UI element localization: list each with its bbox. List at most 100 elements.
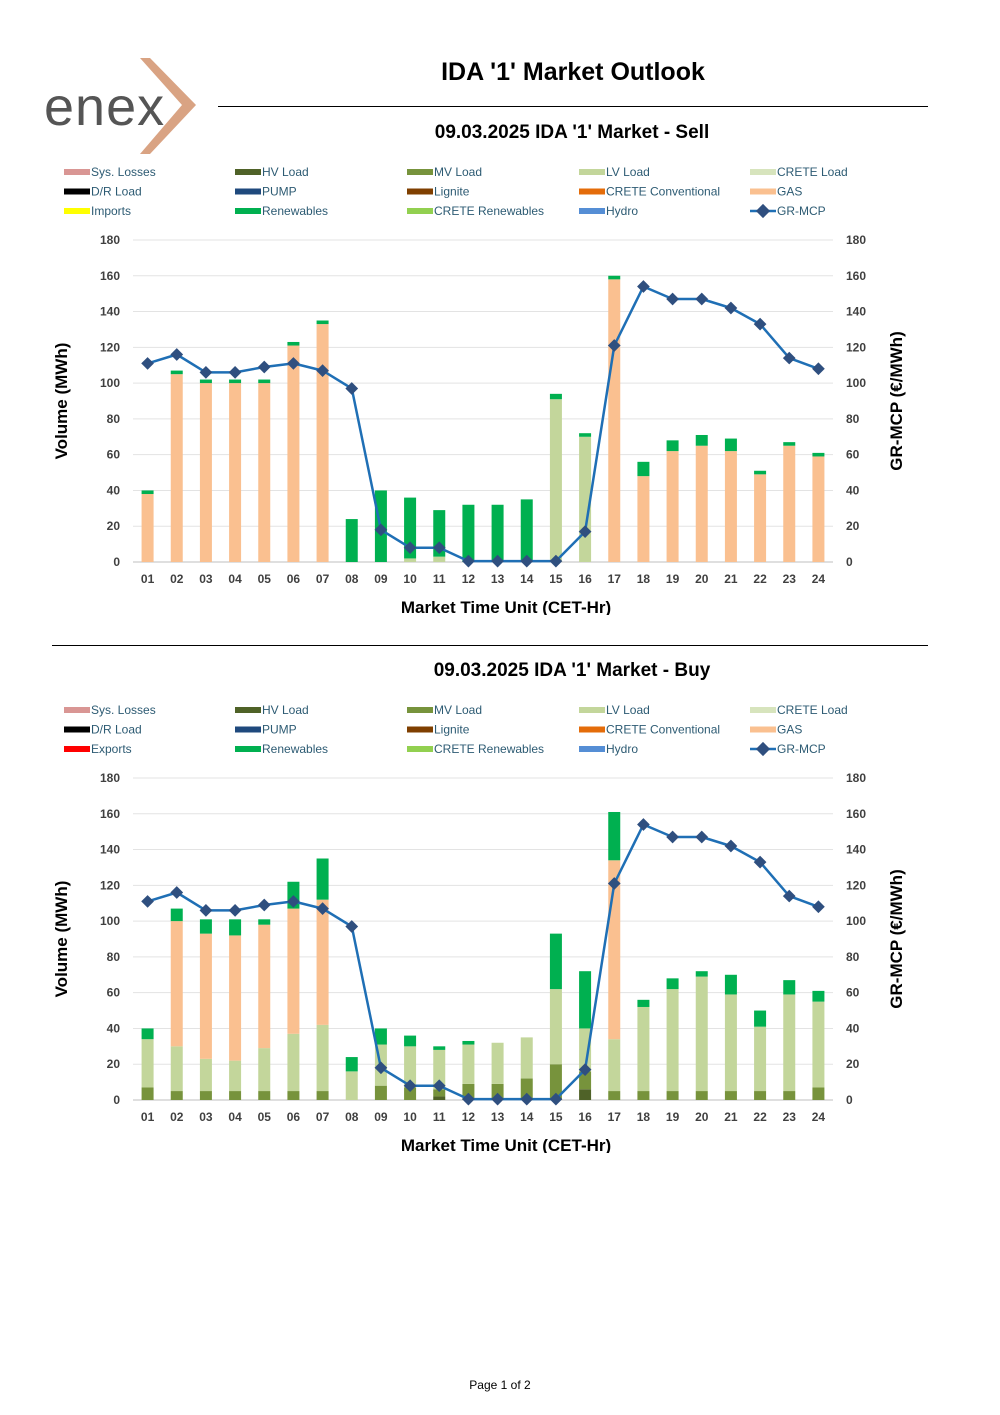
- bar-segment: [462, 504, 475, 562]
- y2-tick-label: 100: [846, 914, 866, 928]
- legend-swatch: [407, 208, 433, 214]
- x-tick-label: 01: [141, 572, 155, 586]
- y-tick-label: 20: [107, 519, 121, 533]
- bar-segment: [754, 470, 767, 475]
- legend-swatch: [750, 726, 776, 733]
- bar-segment: [229, 1091, 242, 1100]
- bar-segment: [637, 999, 650, 1007]
- bar-segment: [637, 1091, 650, 1100]
- bar-segment: [754, 1091, 767, 1100]
- x-tick-label: 23: [783, 1110, 797, 1124]
- mcp-point: [199, 366, 213, 379]
- mcp-point: [228, 366, 242, 379]
- legend-label: Lignite: [434, 723, 470, 737]
- legend-swatch: [407, 746, 433, 752]
- x-tick-label: 10: [403, 1110, 417, 1124]
- y-tick-label: 100: [100, 914, 120, 928]
- mcp-point: [637, 280, 650, 293]
- bar-segment: [812, 456, 825, 562]
- y-tick-label: 40: [107, 483, 121, 497]
- bar-segment: [724, 974, 737, 995]
- x-tick-label: 04: [228, 1110, 242, 1124]
- mcp-point: [228, 904, 242, 917]
- bar-segment: [695, 976, 708, 1092]
- legend-label: GAS: [777, 723, 802, 737]
- bar-segment: [462, 1040, 475, 1045]
- legend-swatch: [750, 188, 776, 195]
- mcp-line: [147, 285, 819, 563]
- mcp-point: [403, 1079, 417, 1093]
- x-tick-label: 04: [228, 572, 242, 586]
- x-tick-label: 19: [666, 572, 680, 586]
- legend-label: Sys. Losses: [91, 165, 156, 179]
- bar-segment: [229, 383, 242, 562]
- y2-tick-label: 160: [846, 269, 866, 283]
- bar-segment: [783, 442, 796, 446]
- y2-tick-label: 0: [846, 555, 853, 569]
- bar-segment: [316, 899, 329, 1025]
- bar-segment: [258, 1091, 271, 1100]
- legend-swatch: [64, 208, 90, 214]
- bar-segment: [258, 919, 271, 925]
- legend-label: Renewables: [262, 204, 328, 218]
- legend-label: GAS: [777, 185, 802, 199]
- sell-chart: 09.03.2025 IDA '1' Market - Sell Sys. Los…: [52, 122, 906, 615]
- mcp-point: [257, 898, 271, 912]
- mcp-point: [170, 348, 184, 361]
- bar-segment: [170, 374, 183, 562]
- y-tick-label: 20: [107, 1057, 121, 1071]
- bar-segment: [783, 980, 796, 995]
- y2-tick-label: 180: [846, 233, 866, 247]
- bar-segment: [170, 370, 183, 375]
- bar-segment: [491, 504, 504, 562]
- bar-segment: [287, 1091, 300, 1100]
- bar-segment: [608, 1091, 621, 1100]
- x-tick-label: 18: [637, 572, 651, 586]
- bar-segment: [666, 1091, 679, 1100]
- y-axis-title: Volume (MWh): [52, 881, 71, 998]
- legend-swatch: [750, 707, 776, 713]
- x-tick-label: 22: [753, 1110, 767, 1124]
- x-tick-label: 07: [316, 572, 330, 586]
- x-tick-label: 17: [608, 572, 622, 586]
- x-tick-label: 16: [578, 1110, 592, 1124]
- bar-segment: [695, 1091, 708, 1100]
- y-tick-label: 180: [100, 233, 120, 247]
- x-tick-label: 02: [170, 1110, 184, 1124]
- legend-swatch: [407, 707, 433, 713]
- bar-segment: [229, 919, 242, 936]
- mcp-point: [695, 292, 709, 306]
- x-tick-label: 03: [199, 572, 213, 586]
- bar-segment: [229, 935, 242, 1061]
- bar-segment: [404, 497, 417, 559]
- bar-segment: [141, 1039, 154, 1088]
- bar-segment: [579, 971, 592, 1029]
- x-tick-label: 22: [753, 572, 767, 586]
- bar-segment: [170, 1046, 183, 1092]
- y2-tick-label: 120: [846, 878, 866, 892]
- mcp-line: [147, 823, 819, 1101]
- bar-segment: [754, 474, 767, 562]
- legend-label: CRETE Load: [777, 703, 848, 717]
- y2-axis-title: GR-MCP (€/MWh): [887, 331, 906, 470]
- legend-marker-swatch: [755, 203, 771, 219]
- x-tick-label: 15: [549, 1110, 563, 1124]
- enex-logo: enex: [44, 58, 196, 154]
- y-tick-label: 100: [100, 376, 120, 390]
- x-tick-label: 09: [374, 1110, 388, 1124]
- mcp-point: [374, 1061, 388, 1075]
- bar-segment: [229, 1060, 242, 1092]
- y-tick-label: 80: [107, 412, 121, 426]
- x-tick-label: 15: [549, 572, 563, 586]
- bar-segment: [754, 1026, 767, 1092]
- y-tick-label: 60: [107, 986, 121, 1000]
- bar-segment: [783, 1091, 796, 1100]
- bar-segment: [316, 858, 329, 900]
- y2-tick-label: 40: [846, 483, 860, 497]
- y-tick-label: 180: [100, 771, 120, 785]
- bar-segment: [754, 1010, 767, 1027]
- bar-segment: [404, 1046, 417, 1088]
- bar-segment: [199, 383, 212, 562]
- y2-tick-label: 0: [846, 1093, 853, 1107]
- x-tick-label: 06: [287, 1110, 301, 1124]
